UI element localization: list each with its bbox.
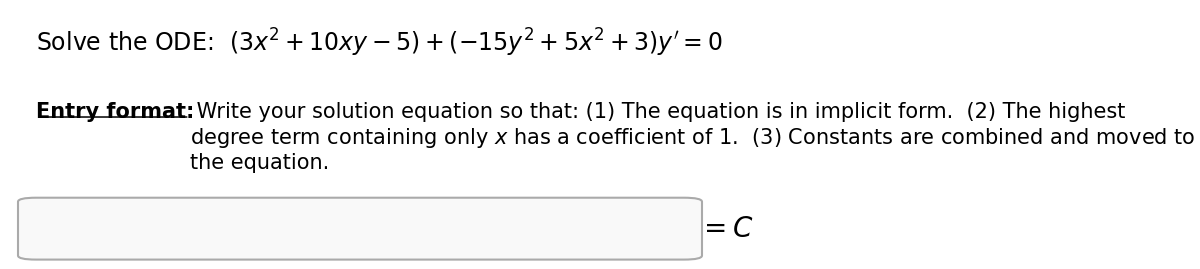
Text: Write your solution equation so that: (1) The equation is in implicit form.  (2): Write your solution equation so that: (1… bbox=[190, 102, 1200, 173]
Text: Entry format:: Entry format: bbox=[36, 102, 194, 122]
Text: $= C$: $= C$ bbox=[698, 215, 754, 243]
FancyBboxPatch shape bbox=[18, 198, 702, 260]
Text: Solve the ODE:  $(3x^2 + 10xy - 5) + (-15y^2 + 5x^2 + 3)y'= 0$: Solve the ODE: $(3x^2 + 10xy - 5) + (-15… bbox=[36, 27, 722, 59]
